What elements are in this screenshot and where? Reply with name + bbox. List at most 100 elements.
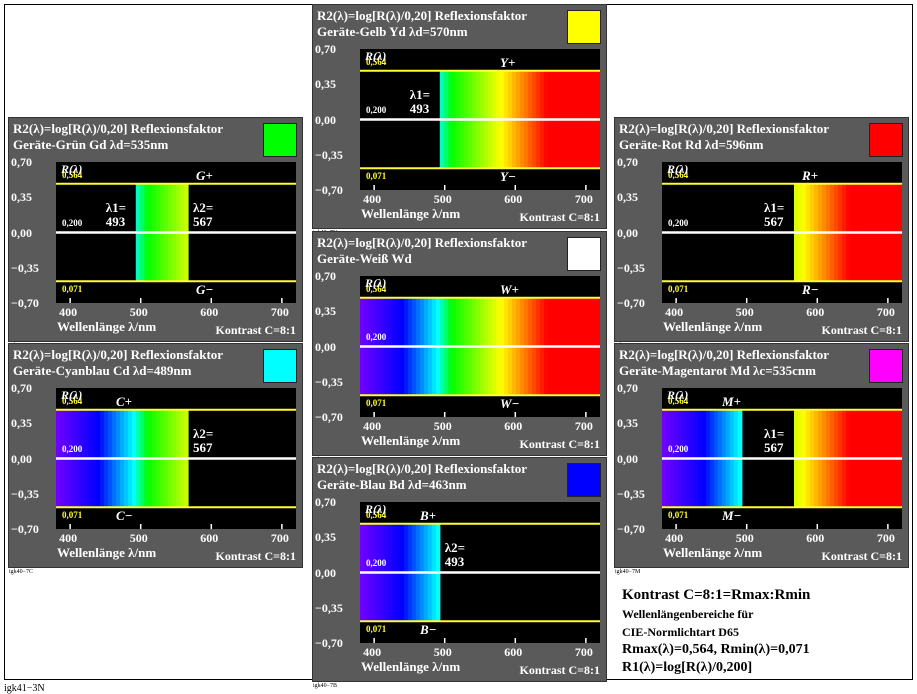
curve-label-plus: M+	[722, 393, 741, 409]
plot-area	[662, 162, 902, 303]
curve-label-minus: W−	[500, 396, 520, 412]
y-tick-label: −0,35	[617, 260, 645, 275]
spectrum-svg	[360, 69, 600, 190]
contrast-label: Kontrast C=8:1	[821, 549, 903, 563]
y-tick-label: 0,00	[315, 339, 336, 354]
lambda-label: λ2=	[193, 200, 214, 215]
x-tick-label: 400	[665, 531, 684, 545]
level-label-low: 0,071	[366, 624, 387, 635]
level-label-high: 0,564	[366, 56, 387, 67]
x-tick-label: 700	[574, 192, 593, 206]
plot-area	[662, 388, 902, 529]
y-tick-label: −0,70	[315, 183, 343, 197]
chart-subtitle: Geräte-Grün Gd λd=535nm	[13, 137, 169, 152]
x-tick-label: 700	[270, 305, 289, 319]
chart-title-line: R2(λ)=log[R(λ)/0,20] Reflexionsfaktor	[317, 8, 528, 23]
x-tick-label: 400	[363, 645, 382, 659]
contrast-label: Kontrast C=8:1	[519, 210, 601, 224]
y-tick-label: −0,35	[315, 147, 343, 162]
x-tick-label: 400	[59, 305, 78, 319]
y-tick-label: 0,70	[315, 495, 336, 509]
color-swatch	[263, 349, 297, 383]
level-label-high: 0,564	[668, 395, 689, 406]
y-tick-label: −0,70	[617, 522, 645, 536]
curve-label-minus: Y−	[500, 169, 516, 185]
spectrum-svg	[360, 296, 600, 417]
y-tick-label: −0,35	[11, 486, 39, 501]
x-tick-label: 400	[363, 419, 382, 433]
curve-label-plus: Y+	[500, 54, 516, 70]
curve-label-minus: R−	[802, 282, 819, 298]
lambda-label: λ2=	[193, 426, 214, 441]
x-axis-label: Wellenlänge λ/nm	[361, 206, 461, 221]
y-axis-label: R(λ)	[61, 162, 83, 176]
x-axis-label: Wellenlänge λ/nm	[361, 659, 461, 674]
y-tick-label: 0,00	[11, 225, 32, 240]
level-label-mid: 0,200	[62, 217, 83, 228]
y-axis-label: R(λ)	[667, 388, 689, 402]
y-tick-label: 0,70	[617, 155, 638, 169]
y-tick-label: −0,70	[11, 522, 39, 536]
chart-title-line: R2(λ)=log[R(λ)/0,20] Reflexionsfaktor	[13, 121, 224, 136]
x-axis-label: Wellenlänge λ/nm	[361, 433, 461, 448]
spectrum-svg	[662, 182, 902, 303]
level-label-high: 0,564	[62, 169, 83, 180]
x-tick-label: 600	[806, 531, 825, 545]
curve-label-plus: C+	[116, 393, 133, 409]
r1-formula: R1(λ)=log[R(λ)/0,200]	[622, 660, 753, 675]
level-label-high: 0,564	[668, 169, 689, 180]
y-tick-label: 0,00	[11, 451, 32, 466]
panel-id: igk40−7B	[313, 683, 338, 689]
x-tick-label: 700	[876, 531, 895, 545]
curve-label-minus: C−	[116, 508, 133, 524]
curve-label-minus: G−	[196, 282, 214, 298]
chart-title: R2(λ)=log[R(λ)/0,20] Reflexionsfaktor Ger…	[317, 8, 527, 40]
contrast-label: Kontrast C=8:1	[519, 437, 601, 451]
x-axis-label: Wellenlänge λ/nm	[57, 545, 157, 560]
chart-panel-m: R2(λ)=log[R(λ)/0,20] Reflexionsfaktor Ger…	[614, 343, 909, 568]
chart-subtitle: Geräte-Cyanblau Cd λd=489nm	[13, 363, 192, 378]
x-tick-label: 500	[433, 645, 452, 659]
panel-id: igk40−7C	[9, 569, 34, 575]
x-tick-label: 500	[433, 192, 452, 206]
level-label-mid: 0,200	[366, 104, 387, 115]
r-values-line: Rmax(λ)=0,564, Rmin(λ)=0,071	[622, 642, 810, 657]
y-tick-label: 0,35	[315, 304, 336, 319]
chart-title-line: R2(λ)=log[R(λ)/0,20] Reflexionsfaktor	[317, 235, 528, 250]
chart-title: R2(λ)=log[R(λ)/0,20] Reflexionsfaktor Ger…	[619, 347, 829, 379]
chart-title: R2(λ)=log[R(λ)/0,20] Reflexionsfaktor Ger…	[13, 121, 223, 153]
y-tick-label: 0,00	[315, 112, 336, 127]
level-label-low: 0,071	[62, 510, 83, 521]
lambda-value: 493	[409, 101, 430, 116]
color-swatch	[263, 123, 297, 157]
color-swatch	[567, 10, 601, 44]
y-tick-label: 0,35	[11, 416, 32, 431]
y-axis-label: R(λ)	[61, 388, 83, 402]
chart-panel-c: R2(λ)=log[R(λ)/0,20] Reflexionsfaktor Ger…	[8, 343, 303, 568]
lambda-label: λ2=	[444, 540, 466, 555]
x-axis-label: Wellenlänge λ/nm	[663, 545, 763, 560]
chart-panel-y: R2(λ)=log[R(λ)/0,20] Reflexionsfaktor Ger…	[312, 4, 607, 229]
x-tick-label: 600	[806, 305, 825, 319]
range-line: Wellenlängenbereiche für	[622, 607, 754, 621]
lambda-label: λ1=	[764, 200, 785, 215]
lambda-value: 567	[764, 214, 784, 229]
y-tick-label: 0,00	[617, 225, 638, 240]
chart-panel-w: R2(λ)=log[R(λ)/0,20] Reflexionsfaktor Ger…	[312, 231, 607, 456]
chart-subtitle: Geräte-Rot Rd λd=596nm	[619, 137, 764, 152]
contrast-label: Kontrast C=8:1	[215, 323, 297, 337]
x-tick-label: 400	[363, 192, 382, 206]
x-tick-label: 600	[504, 645, 523, 659]
x-tick-label: 600	[200, 531, 219, 545]
lambda-value: 493	[444, 554, 465, 569]
x-tick-label: 500	[129, 305, 148, 319]
chart-title: R2(λ)=log[R(λ)/0,20] Reflexionsfaktor Ger…	[619, 121, 829, 153]
level-label-low: 0,071	[668, 284, 689, 295]
x-axis-label: Wellenlänge λ/nm	[57, 319, 157, 334]
color-swatch	[869, 349, 903, 383]
chart-title: R2(λ)=log[R(λ)/0,20] Reflexionsfaktor Ger…	[317, 235, 527, 267]
y-tick-label: 0,35	[315, 77, 336, 92]
curve-label-plus: G+	[196, 167, 213, 183]
y-tick-label: 0,70	[315, 42, 336, 56]
x-tick-label: 400	[59, 531, 78, 545]
